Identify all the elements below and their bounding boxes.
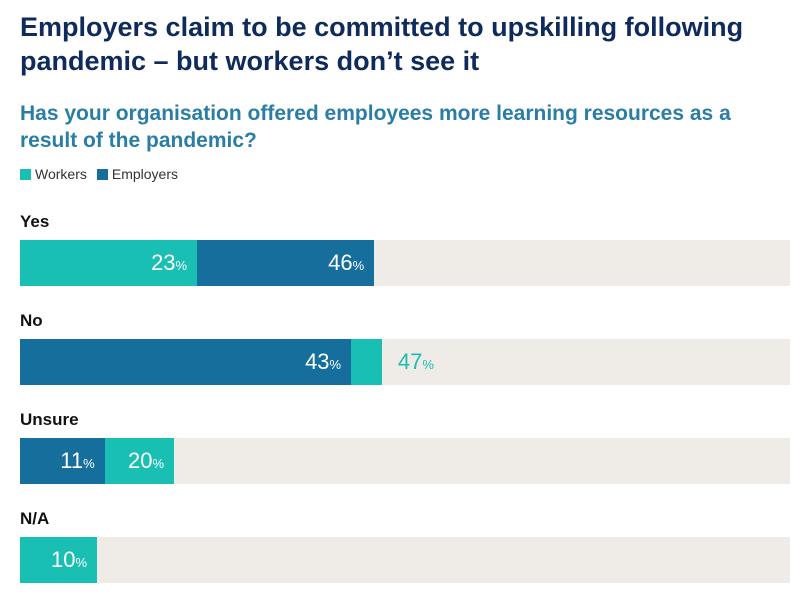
chart-title: Employers claim to be committed to upski… xyxy=(20,12,744,76)
bar-yes-workers xyxy=(20,240,198,286)
chart-subtitle: Has your organisation offered employees … xyxy=(20,102,731,152)
bar-track-yes: 23% 46% xyxy=(20,240,790,286)
data-label-n-a-workers: 10% xyxy=(50,547,87,572)
legend-item-employers: Employers xyxy=(96,166,178,182)
data-label-unsure-employers: 11% xyxy=(60,448,95,473)
data-label-unsure-workers: 20% xyxy=(127,448,164,473)
legend-swatch-workers xyxy=(20,168,31,180)
data-label-yes-employers: 46% xyxy=(328,250,365,275)
bar-yes-employers xyxy=(197,240,375,286)
data-label-no-workers: 47% xyxy=(397,349,434,374)
bar-track-unsure: 11% 20% xyxy=(20,438,790,484)
legend-label-employers: Employers xyxy=(111,166,178,182)
category-label-yes: Yes xyxy=(20,212,50,231)
bar-n-a-workers xyxy=(20,537,97,583)
data-label-no-employers: 43% xyxy=(305,349,342,374)
bar-track-no: 43% 47% xyxy=(20,339,790,385)
bar-unsure-workers xyxy=(104,438,174,484)
data-label-yes-workers: 23% xyxy=(151,250,188,275)
bar-no-employers xyxy=(20,339,352,385)
category-label-n-a: N/A xyxy=(20,509,50,528)
bar-track-n-a: 10% xyxy=(20,537,790,583)
bar-unsure-employers xyxy=(20,438,105,484)
bar-no-workers xyxy=(351,339,382,385)
legend-item-workers: Workers xyxy=(20,166,87,182)
category-label-no: No xyxy=(20,311,43,330)
legend-swatch-employers xyxy=(96,168,108,180)
legend-label-workers: Workers xyxy=(35,166,87,182)
category-label-unsure: Unsure xyxy=(20,410,79,429)
legend: Workers Employers xyxy=(20,166,178,182)
